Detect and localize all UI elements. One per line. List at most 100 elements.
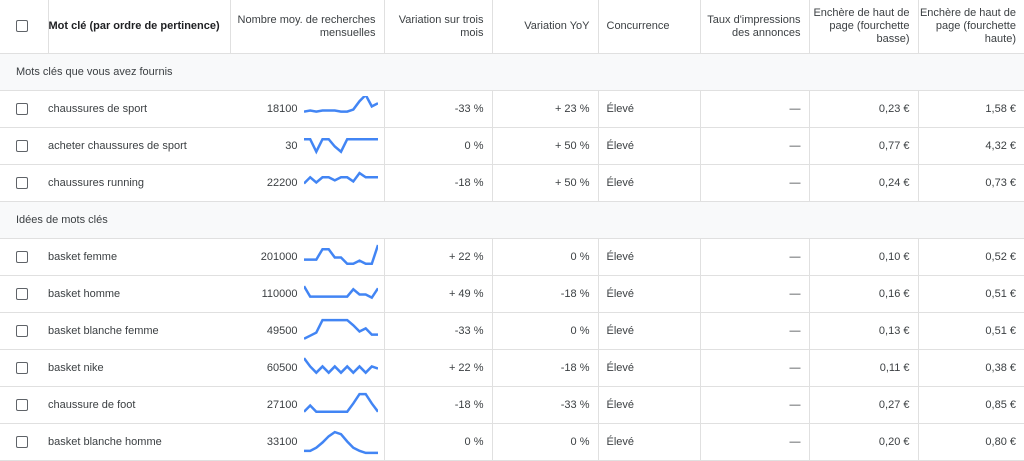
volume-value: 60500	[266, 362, 298, 374]
yoy-cell: + 23 %	[491, 90, 598, 128]
yoy-cell: + 50 %	[491, 164, 598, 202]
trend-sparkline[interactable]	[304, 392, 378, 418]
bid-high-cell: 0,51 €	[917, 312, 1024, 350]
impression-share-cell: —	[699, 127, 809, 165]
col-volume[interactable]: Nombre moy. de recherches mensuelles	[229, 0, 384, 54]
col-keyword[interactable]: Mot clé (par ordre de pertinence)	[47, 0, 230, 54]
trend-sparkline[interactable]	[304, 281, 378, 307]
trend-line	[304, 139, 378, 151]
row-checkbox[interactable]	[16, 436, 28, 449]
keyword-cell: basket femme	[48, 238, 230, 276]
volume-value: 30	[285, 140, 298, 152]
row-checkbox[interactable]	[16, 362, 28, 375]
keyword-cell: chaussure de foot	[48, 386, 230, 424]
three-month-cell: -18 %	[383, 386, 492, 424]
row-checkbox[interactable]	[16, 251, 28, 264]
row-checkbox-cell	[0, 275, 48, 313]
trend-line	[304, 96, 378, 112]
impression-share-cell: —	[699, 90, 809, 128]
competition-cell: Élevé	[597, 349, 700, 387]
yoy-cell: 0 %	[491, 423, 598, 461]
col-impression-share[interactable]: Taux d'impressions des annonces	[699, 0, 809, 54]
trend-sparkline[interactable]	[304, 318, 378, 344]
impression-share-cell: —	[699, 349, 809, 387]
volume-value: 27100	[266, 399, 298, 411]
keyword-cell: chaussures de sport	[48, 90, 230, 128]
impression-share-cell: —	[699, 275, 809, 313]
impression-share-cell: —	[699, 312, 809, 350]
trend-sparkline[interactable]	[304, 170, 378, 196]
trend-line	[304, 358, 378, 373]
trend-line	[304, 286, 378, 297]
trend-sparkline[interactable]	[304, 96, 378, 122]
trend-line	[304, 394, 378, 412]
row-checkbox-cell	[0, 423, 48, 461]
col-bid-high[interactable]: Enchère de haut de page (fourchette haut…	[917, 0, 1024, 54]
row-checkbox[interactable]	[16, 288, 28, 301]
keyword-cell: chaussures running	[48, 164, 230, 202]
row-checkbox[interactable]	[16, 399, 28, 412]
col-three-month[interactable]: Variation sur trois mois	[383, 0, 492, 54]
competition-cell: Élevé	[597, 164, 700, 202]
bid-high-cell: 0,73 €	[917, 164, 1024, 202]
volume-value: 49500	[266, 325, 298, 337]
group-header: Mots clés que vous avez fournis	[0, 53, 1024, 91]
row-checkbox-cell	[0, 164, 48, 202]
volume-cell: 27100	[230, 386, 384, 424]
bid-low-cell: 0,24 €	[808, 164, 918, 202]
volume-cell: 30	[230, 127, 384, 165]
bid-low-cell: 0,10 €	[808, 238, 918, 276]
yoy-cell: 0 %	[491, 312, 598, 350]
keyword-cell: basket blanche femme	[48, 312, 230, 350]
yoy-cell: 0 %	[491, 238, 598, 276]
row-checkbox[interactable]	[16, 103, 28, 116]
row-checkbox[interactable]	[16, 140, 28, 153]
col-bid-low[interactable]: Enchère de haut de page (fourchette bass…	[808, 0, 918, 54]
competition-cell: Élevé	[597, 238, 700, 276]
group-header: Idées de mots clés	[0, 201, 1024, 239]
volume-wrap: 30	[230, 133, 384, 159]
volume-cell: 33100	[230, 423, 384, 461]
competition-cell: Élevé	[597, 275, 700, 313]
competition-cell: Élevé	[597, 423, 700, 461]
select-all-cell	[0, 0, 48, 54]
table-row: basket homme 110000 + 49 % -18 % Élevé —0,16 …	[0, 275, 1024, 313]
impression-share-cell: —	[699, 386, 809, 424]
bid-high-cell: 0,51 €	[917, 275, 1024, 313]
trend-sparkline[interactable]	[304, 429, 378, 455]
trend-line	[304, 173, 378, 183]
row-checkbox-cell	[0, 127, 48, 165]
select-all-checkbox[interactable]	[16, 20, 28, 33]
table-body: Mots clés que vous avez fournis chaussure…	[0, 53, 1024, 461]
trend-sparkline[interactable]	[304, 133, 378, 159]
col-yoy[interactable]: Variation YoY	[491, 0, 598, 54]
volume-value: 22200	[266, 177, 298, 189]
three-month-cell: -18 %	[383, 164, 492, 202]
trend-sparkline[interactable]	[304, 244, 378, 270]
yoy-cell: + 50 %	[491, 127, 598, 165]
keyword-cell: basket blanche homme	[48, 423, 230, 461]
bid-low-cell: 0,11 €	[808, 349, 918, 387]
volume-wrap: 60500	[230, 355, 384, 381]
keyword-cell: basket nike	[48, 349, 230, 387]
row-checkbox[interactable]	[16, 177, 28, 190]
col-competition[interactable]: Concurrence	[597, 0, 700, 54]
yoy-cell: -33 %	[491, 386, 598, 424]
volume-wrap: 18100	[230, 96, 384, 122]
table-row: chaussures running 22200 -18 % + 50 % Élevé —…	[0, 164, 1024, 202]
keyword-cell: basket homme	[48, 275, 230, 313]
row-checkbox[interactable]	[16, 325, 28, 338]
volume-cell: 201000	[230, 238, 384, 276]
trend-sparkline[interactable]	[304, 355, 378, 381]
competition-cell: Élevé	[597, 90, 700, 128]
table-row: basket blanche homme 33100 0 % 0 % Élevé —0,2…	[0, 423, 1024, 461]
volume-cell: 18100	[230, 90, 384, 128]
volume-value: 201000	[260, 251, 298, 263]
row-checkbox-cell	[0, 238, 48, 276]
three-month-cell: + 49 %	[383, 275, 492, 313]
volume-value: 110000	[261, 288, 298, 300]
bid-high-cell: 0,52 €	[917, 238, 1024, 276]
bid-low-cell: 0,16 €	[808, 275, 918, 313]
bid-high-cell: 4,32 €	[917, 127, 1024, 165]
